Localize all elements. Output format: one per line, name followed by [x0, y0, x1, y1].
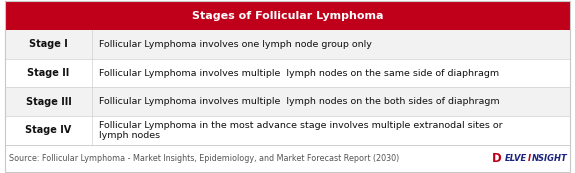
- Text: Stage I: Stage I: [29, 39, 68, 49]
- Text: Follicular Lymphoma in the most advance stage involves multiple extranodal sites: Follicular Lymphoma in the most advance …: [99, 121, 503, 140]
- FancyBboxPatch shape: [5, 116, 570, 145]
- Text: NSIGHT: NSIGHT: [532, 154, 568, 163]
- Text: D: D: [492, 152, 502, 165]
- Text: Stage II: Stage II: [28, 68, 70, 78]
- FancyBboxPatch shape: [5, 87, 570, 116]
- FancyBboxPatch shape: [5, 1, 570, 30]
- FancyBboxPatch shape: [5, 59, 570, 87]
- Text: Follicular Lymphoma involves multiple  lymph nodes on the both sides of diaphrag: Follicular Lymphoma involves multiple ly…: [99, 97, 500, 106]
- Text: Source: Follicular Lymphoma - Market Insights, Epidemiology, and Market Forecast: Source: Follicular Lymphoma - Market Ins…: [9, 154, 400, 163]
- Text: Stage III: Stage III: [25, 97, 71, 107]
- Text: Stage IV: Stage IV: [25, 125, 71, 135]
- Text: Follicular Lymphoma involves multiple  lymph nodes on the same side of diaphragm: Follicular Lymphoma involves multiple ly…: [99, 69, 499, 78]
- Text: I: I: [528, 154, 531, 163]
- Text: ELVE: ELVE: [505, 154, 527, 163]
- Text: Follicular Lymphoma involves one lymph node group only: Follicular Lymphoma involves one lymph n…: [99, 40, 372, 49]
- Text: Stages of Follicular Lymphoma: Stages of Follicular Lymphoma: [191, 11, 384, 21]
- FancyBboxPatch shape: [5, 30, 570, 59]
